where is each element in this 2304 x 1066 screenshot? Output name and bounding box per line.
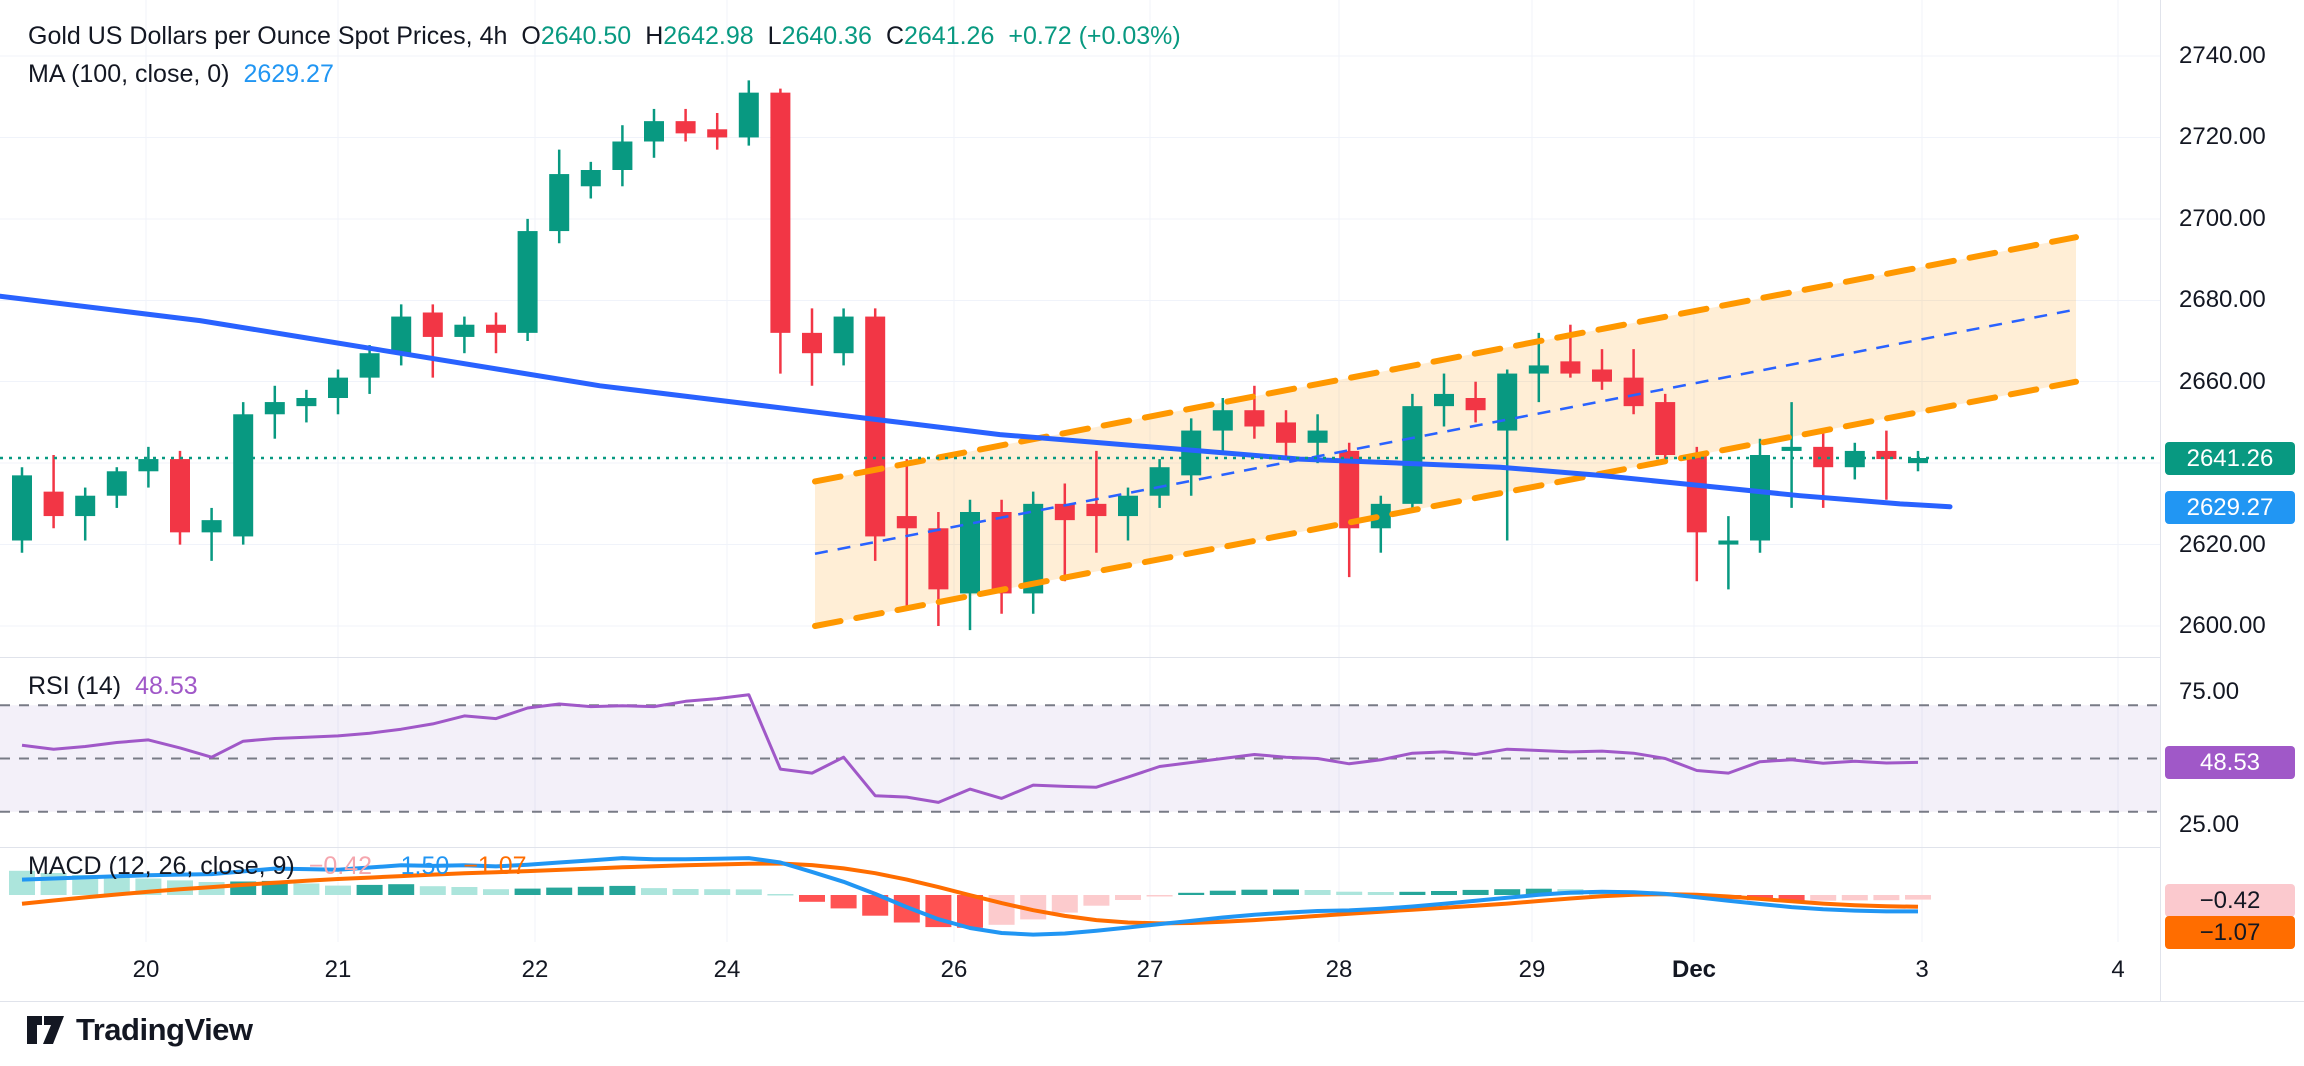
- time-axis-label: 26: [940, 956, 968, 983]
- time-axis-label: 24: [713, 956, 741, 983]
- symbol-title: Gold US Dollars per Ounce Spot Prices, 4…: [28, 22, 508, 50]
- macd-legend: MACD (12, 26, close, 9) −0.42 −1.50 −1.0…: [28, 852, 527, 881]
- rsi-pane[interactable]: [0, 657, 2160, 847]
- price-axis-label: 2600.00: [2179, 612, 2266, 639]
- time-axis-label: 20: [132, 956, 160, 983]
- time-axis-label: Dec: [1671, 956, 1717, 983]
- price-axis-label: 2720.00: [2179, 123, 2266, 150]
- symbol-legend: Gold US Dollars per Ounce Spot Prices, 4…: [28, 22, 1181, 51]
- time-axis-label: 22: [521, 956, 549, 983]
- macd-hist-value: −0.42: [308, 852, 373, 880]
- time-axis-label: 4: [2111, 956, 2125, 983]
- ma-label: MA (100, close, 0): [28, 60, 230, 88]
- ma-value: 2629.27: [243, 60, 334, 88]
- macd-plot[interactable]: [0, 847, 2160, 942]
- ohlc-high: H 2642.98: [645, 22, 754, 50]
- time-axis-label: 29: [1518, 956, 1546, 983]
- axis-bottom-border: [0, 1001, 2304, 1002]
- macd-label: MACD (12, 26, close, 9): [28, 852, 295, 880]
- rsi-plot[interactable]: [0, 657, 2160, 847]
- price-badge: 2629.27: [2165, 491, 2295, 524]
- macd-line-value: −1.50: [386, 852, 450, 880]
- macd-badge: −0.42: [2165, 884, 2295, 917]
- price-axis-label: 2620.00: [2179, 531, 2266, 558]
- time-axis-label: 27: [1136, 956, 1164, 983]
- price-axis-label: 2740.00: [2179, 42, 2266, 69]
- tradingview-logo-icon: [26, 1014, 66, 1046]
- ma-legend: MA (100, close, 0) 2629.27: [28, 60, 334, 89]
- change-value: +0.72 (+0.03%): [1008, 22, 1181, 50]
- rsi-badge: 48.53: [2165, 746, 2295, 779]
- time-axis[interactable]: 20 21 22 24 26 27 28 29 Dec 3 4: [0, 942, 2160, 1001]
- rsi-axis-label: 75.00: [2179, 678, 2240, 705]
- brand-name: TradingView: [76, 1012, 253, 1047]
- time-axis-label: 28: [1325, 956, 1353, 983]
- rsi-label: RSI (14): [28, 672, 122, 700]
- ohlc-open: O 2640.50: [521, 22, 632, 50]
- price-axis-label: 2700.00: [2179, 205, 2266, 232]
- candlestick-chart[interactable]: [0, 0, 2160, 657]
- macd-badge: −1.07: [2165, 916, 2295, 949]
- time-axis-label: 21: [324, 956, 352, 983]
- ohlc-low: L 2640.36: [767, 22, 872, 50]
- rsi-axis-label: 25.00: [2179, 811, 2240, 838]
- rsi-value: 48.53: [135, 672, 198, 700]
- price-axis-label: 2660.00: [2179, 368, 2266, 395]
- main-chart-pane[interactable]: [0, 0, 2160, 657]
- price-badge: 2641.26: [2165, 442, 2295, 475]
- pane-separator[interactable]: [0, 847, 2304, 848]
- time-axis-label: 3: [1915, 956, 1929, 983]
- price-axis[interactable]: 2740.00 2720.00 2700.00 2680.00 2660.00 2620.…: [2160, 0, 2304, 1001]
- ohlc-close: C 2641.26: [885, 22, 995, 50]
- tradingview-logo[interactable]: TradingView: [26, 1012, 253, 1048]
- rsi-legend: RSI (14) 48.53: [28, 672, 198, 701]
- price-axis-label: 2680.00: [2179, 286, 2266, 313]
- macd-signal-value: −1.07: [463, 852, 527, 880]
- macd-pane[interactable]: [0, 847, 2160, 942]
- pane-separator[interactable]: [0, 657, 2304, 658]
